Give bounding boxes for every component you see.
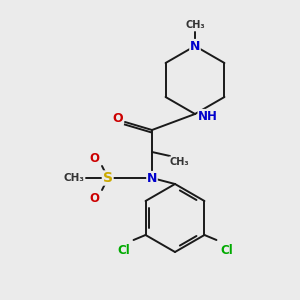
Text: N: N (190, 40, 200, 52)
Text: Cl: Cl (117, 244, 130, 256)
Text: N: N (147, 172, 157, 184)
Text: O: O (89, 191, 99, 205)
Text: O: O (89, 152, 99, 164)
Text: S: S (103, 171, 113, 185)
Text: O: O (113, 112, 123, 124)
Text: CH₃: CH₃ (185, 20, 205, 30)
Text: NH: NH (198, 110, 218, 122)
Text: CH₃: CH₃ (169, 157, 189, 167)
Text: Cl: Cl (220, 244, 233, 256)
Text: CH₃: CH₃ (64, 173, 85, 183)
